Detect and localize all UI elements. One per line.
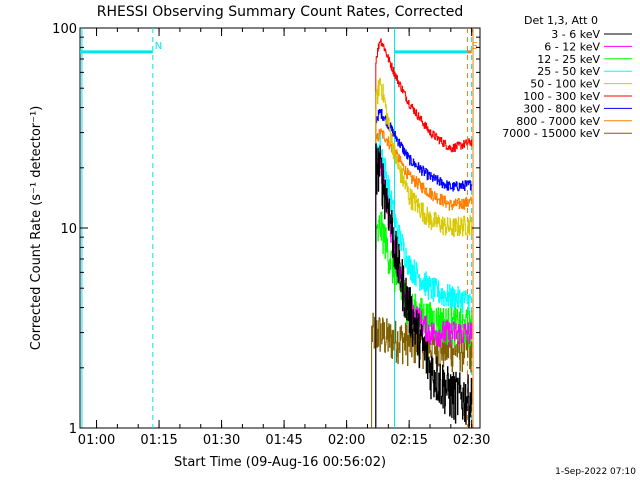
- legend-label: 800 - 7000 keV: [516, 115, 600, 128]
- series-line: [375, 211, 473, 428]
- y-tick-label: 10: [60, 222, 77, 237]
- series-line: [375, 77, 473, 428]
- footer-timestamp: 1-Sep-2022 07:10: [555, 467, 636, 477]
- annotation-label: N: [155, 41, 162, 52]
- x-tick-label: 02:00: [328, 433, 365, 448]
- annotation-label: S: [471, 41, 477, 52]
- legend-title: Det 1,3, Att 0: [524, 14, 598, 27]
- x-tick-label: 01:45: [265, 433, 302, 448]
- x-axis-label: Start Time (09-Aug-16 00:56:02): [174, 455, 386, 470]
- y-axis-label: Corrected Count Rate (s⁻¹ detector⁻¹): [29, 106, 44, 351]
- x-tick-label: 01:00: [78, 433, 115, 448]
- legend-label: 12 - 25 keV: [537, 53, 600, 66]
- legend-label: 100 - 300 keV: [523, 90, 600, 103]
- series-line: [375, 134, 473, 428]
- event-markers: [81, 28, 474, 428]
- legend-label: 3 - 6 keV: [551, 28, 600, 41]
- series-line: [375, 143, 473, 429]
- y-tick-label: 100: [52, 22, 77, 37]
- series-line: [375, 128, 473, 428]
- x-tick-label: 02:15: [390, 433, 427, 448]
- series-line: [375, 38, 473, 428]
- series-line: [375, 108, 473, 428]
- x-axis: 01:00 01:15 01:30 01:45 02:00 02:15 02:30: [78, 28, 490, 448]
- legend-label: 7000 - 15000 keV: [502, 127, 600, 140]
- x-tick-label: 02:30: [453, 433, 490, 448]
- legend-label: 50 - 100 keV: [530, 78, 600, 91]
- legend-label: 6 - 12 keV: [544, 40, 600, 53]
- series-group: [371, 38, 473, 429]
- legend-label: 25 - 50 keV: [537, 65, 600, 78]
- legend-label: 300 - 800 keV: [523, 102, 600, 115]
- x-tick-label: 01:15: [140, 433, 177, 448]
- chart-title: RHESSI Observing Summary Count Rates, Co…: [97, 4, 463, 20]
- y-axis: 1 10 100: [52, 22, 480, 437]
- x-tick-label: 01:30: [203, 433, 240, 448]
- y-tick-label: 1: [69, 422, 77, 437]
